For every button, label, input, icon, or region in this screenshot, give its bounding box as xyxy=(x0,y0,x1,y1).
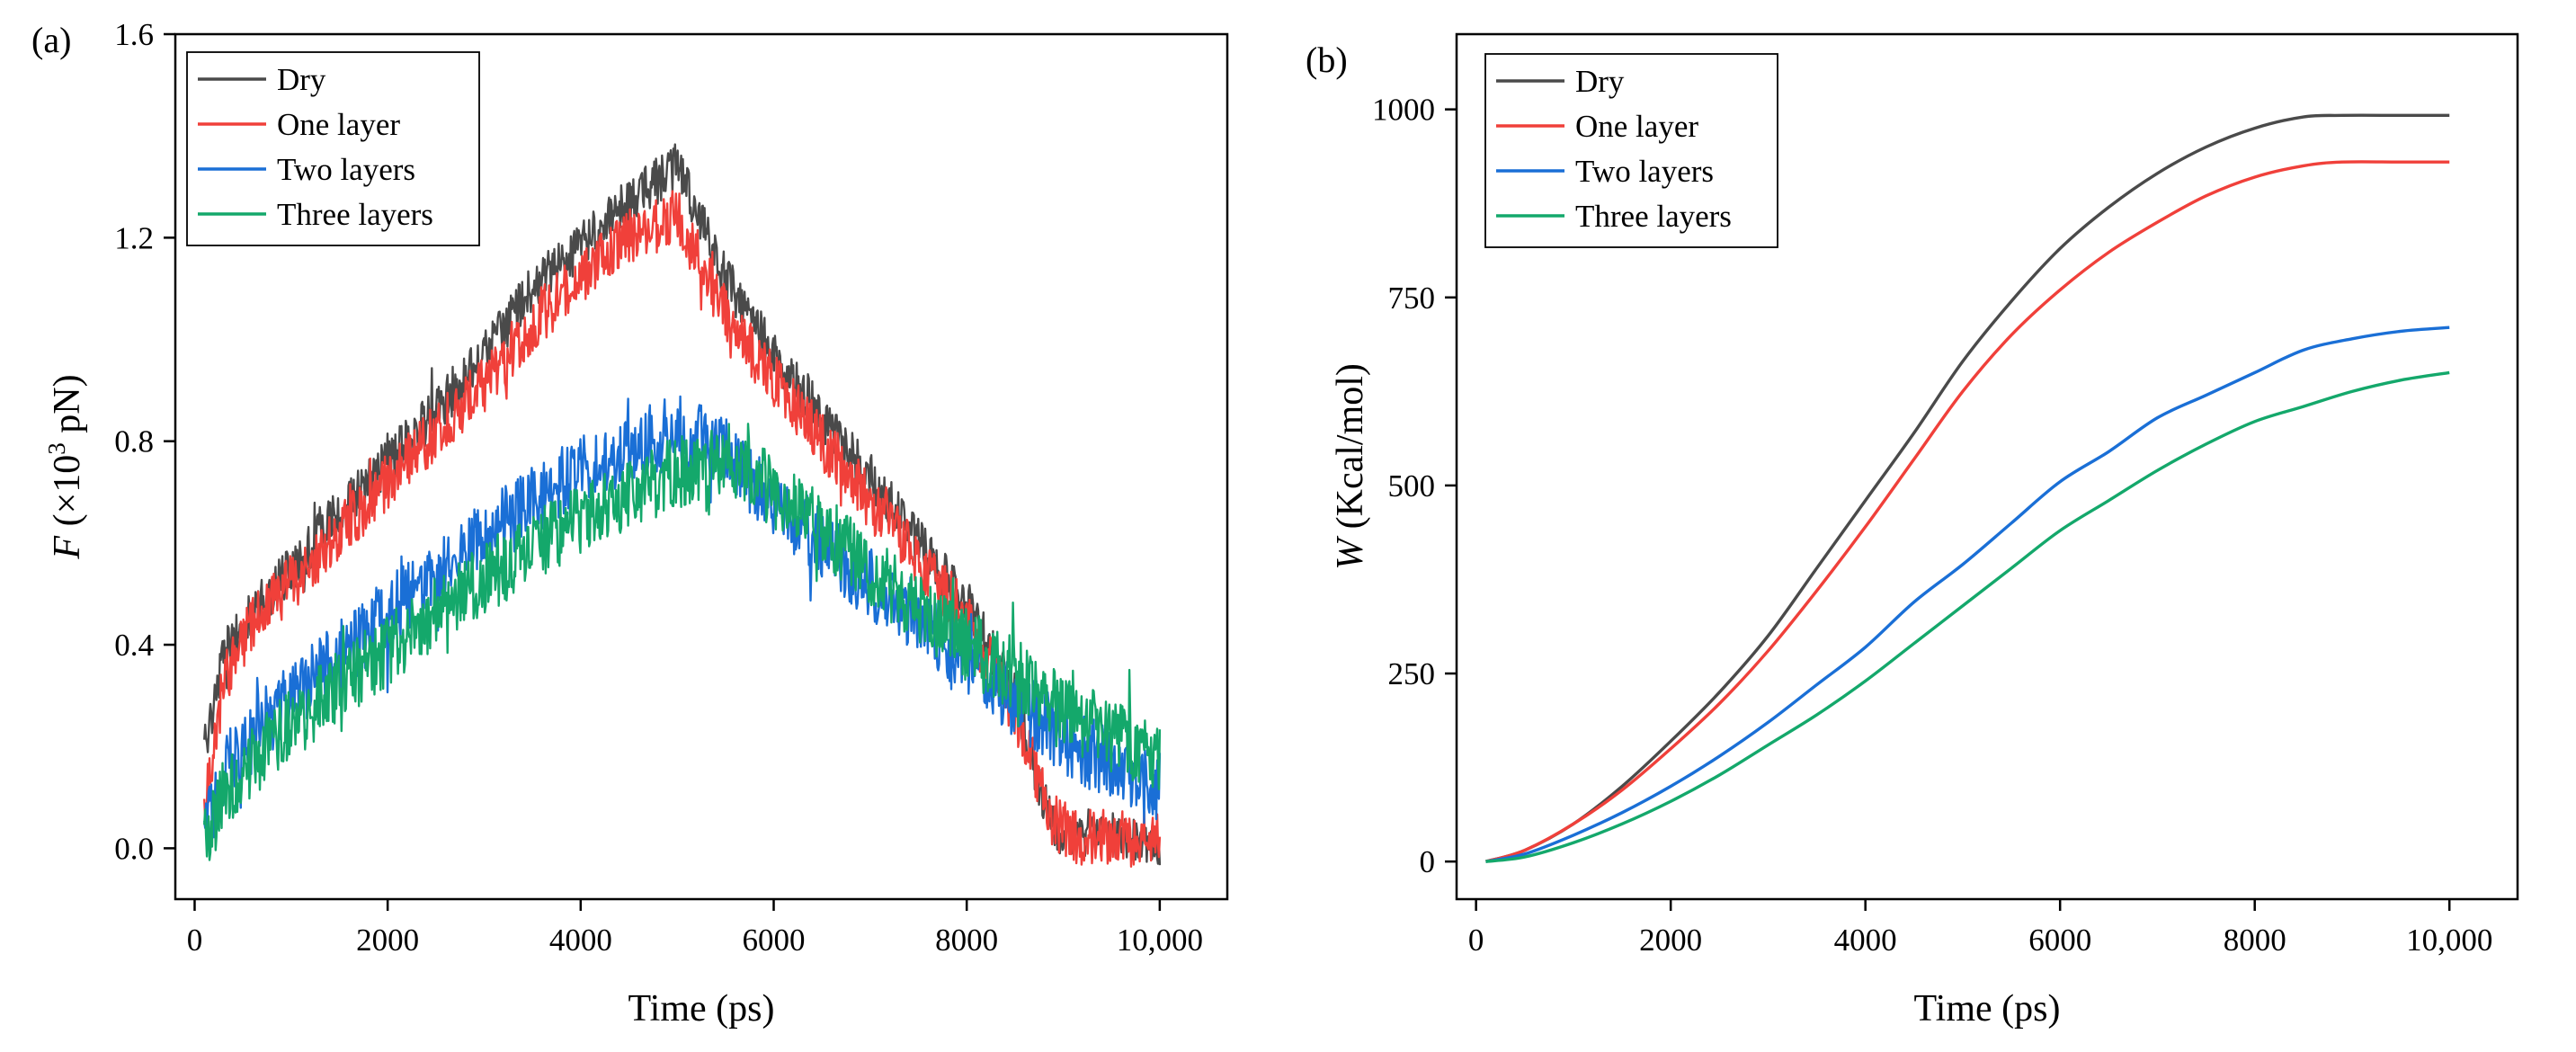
chart-a-series-line-1 xyxy=(203,190,1162,868)
chart-b-y-tick-label: 0 xyxy=(1420,844,1436,879)
chart-a-legend-label-2: Two layers xyxy=(277,152,415,187)
chart-a-legend-label-3: Three layers xyxy=(277,197,433,232)
chart-a-y-tick-label: 0.4 xyxy=(114,628,154,663)
chart-a-legend: Dry One layer Two layers Three layers xyxy=(186,51,480,246)
chart-b-x-tick-label: 4000 xyxy=(1834,923,1897,958)
chart-b-panel-label: (b) xyxy=(1306,40,1348,80)
chart-a-x-tick-label: 8000 xyxy=(935,923,998,958)
chart-b-x-tick-label: 6000 xyxy=(2028,923,2091,958)
chart-b-x-tick-label: 2000 xyxy=(1639,923,1702,958)
chart-b-legend-label-3: Three layers xyxy=(1575,199,1732,234)
chart-a-y-tick-label: 1.6 xyxy=(114,17,154,52)
chart-b-plot-frame xyxy=(1455,32,2519,901)
chart-a-y-tick-label: 1.2 xyxy=(114,220,154,255)
chart-b-x-tick-label: 8000 xyxy=(2224,923,2286,958)
chart-a-y-axis-title: F (×103 pN) xyxy=(43,374,88,559)
chart-b-y-tick-label: 250 xyxy=(1388,656,1436,691)
chart-b-x-axis-title: Time (ps) xyxy=(1914,988,2061,1030)
chart-b-y-tick-label: 1000 xyxy=(1372,93,1435,128)
chart-b-series-line-2 xyxy=(1485,325,2450,863)
chart-b-series-group xyxy=(1485,113,2450,863)
chart-b-y-axis-title: W (Kcal/mol) xyxy=(1330,363,1371,570)
chart-a-x-tick-label: 4000 xyxy=(549,923,612,958)
chart-b-series-line-3 xyxy=(1485,370,2450,863)
chart-b-series-line-1 xyxy=(1485,160,2450,863)
chart-b-legend: Dry One layer Two layers Three layers xyxy=(1484,53,1778,248)
chart-a-x-tick-label: 0 xyxy=(187,923,203,958)
chart-b-legend-label-0: Dry xyxy=(1575,64,1625,99)
chart-a-x-axis-title: Time (ps) xyxy=(628,988,775,1030)
chart-b: 0 2000 4000 6000 8000 10,000 0 250 500 750 1000 Tim… xyxy=(1306,32,2519,1030)
chart-a-x-tick-label: 10,000 xyxy=(1117,923,1203,958)
chart-b-x-tick-label: 0 xyxy=(1468,923,1484,958)
chart-b-y-tick-label: 750 xyxy=(1388,281,1436,316)
chart-a-x-tick-label: 6000 xyxy=(743,923,806,958)
chart-a-panel-label: (a) xyxy=(31,20,71,60)
chart-b-legend-label-1: One layer xyxy=(1575,109,1698,144)
chart-a-y-tick-label: 0.0 xyxy=(114,831,154,866)
chart-a-series-line-3 xyxy=(203,423,1162,861)
chart-a-legend-label-0: Dry xyxy=(277,62,326,97)
chart-a-x-tick-label: 2000 xyxy=(356,923,419,958)
chart-b-x-tick-label: 10,000 xyxy=(2406,923,2492,958)
chart-a-plot-frame xyxy=(174,32,1229,901)
chart-a-series-group xyxy=(203,143,1162,868)
chart-b-series-line-0 xyxy=(1485,113,2450,863)
chart-a: 0 2000 4000 6000 8000 10,000 0.0 0.4 0.8 1.2 1.6 Ti… xyxy=(31,17,1229,1030)
chart-b-legend-label-2: Two layers xyxy=(1575,154,1714,189)
chart-a-legend-label-1: One layer xyxy=(277,107,400,142)
chart-a-y-tick-label: 0.8 xyxy=(114,424,154,459)
chart-b-y-tick-label: 500 xyxy=(1388,468,1436,504)
